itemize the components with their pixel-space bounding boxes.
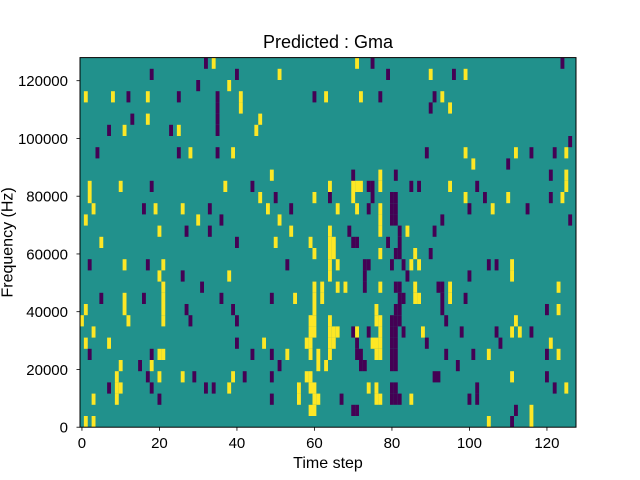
svg-text:20: 20 xyxy=(151,435,168,452)
svg-text:120: 120 xyxy=(534,435,559,452)
svg-text:Time step: Time step xyxy=(293,455,363,472)
svg-text:Predicted : Gma: Predicted : Gma xyxy=(263,32,394,52)
svg-text:100000: 100000 xyxy=(18,131,68,148)
svg-text:100: 100 xyxy=(457,435,482,452)
svg-text:0: 0 xyxy=(60,420,68,437)
svg-text:40000: 40000 xyxy=(26,304,68,321)
svg-text:60000: 60000 xyxy=(26,246,68,263)
svg-text:0: 0 xyxy=(78,435,86,452)
svg-text:40: 40 xyxy=(229,435,246,452)
svg-text:Frequency (Hz): Frequency (Hz) xyxy=(0,187,17,297)
svg-text:80000: 80000 xyxy=(26,189,68,206)
svg-text:20000: 20000 xyxy=(26,362,68,379)
svg-text:120000: 120000 xyxy=(18,73,68,90)
svg-text:60: 60 xyxy=(306,435,323,452)
svg-text:80: 80 xyxy=(384,435,401,452)
